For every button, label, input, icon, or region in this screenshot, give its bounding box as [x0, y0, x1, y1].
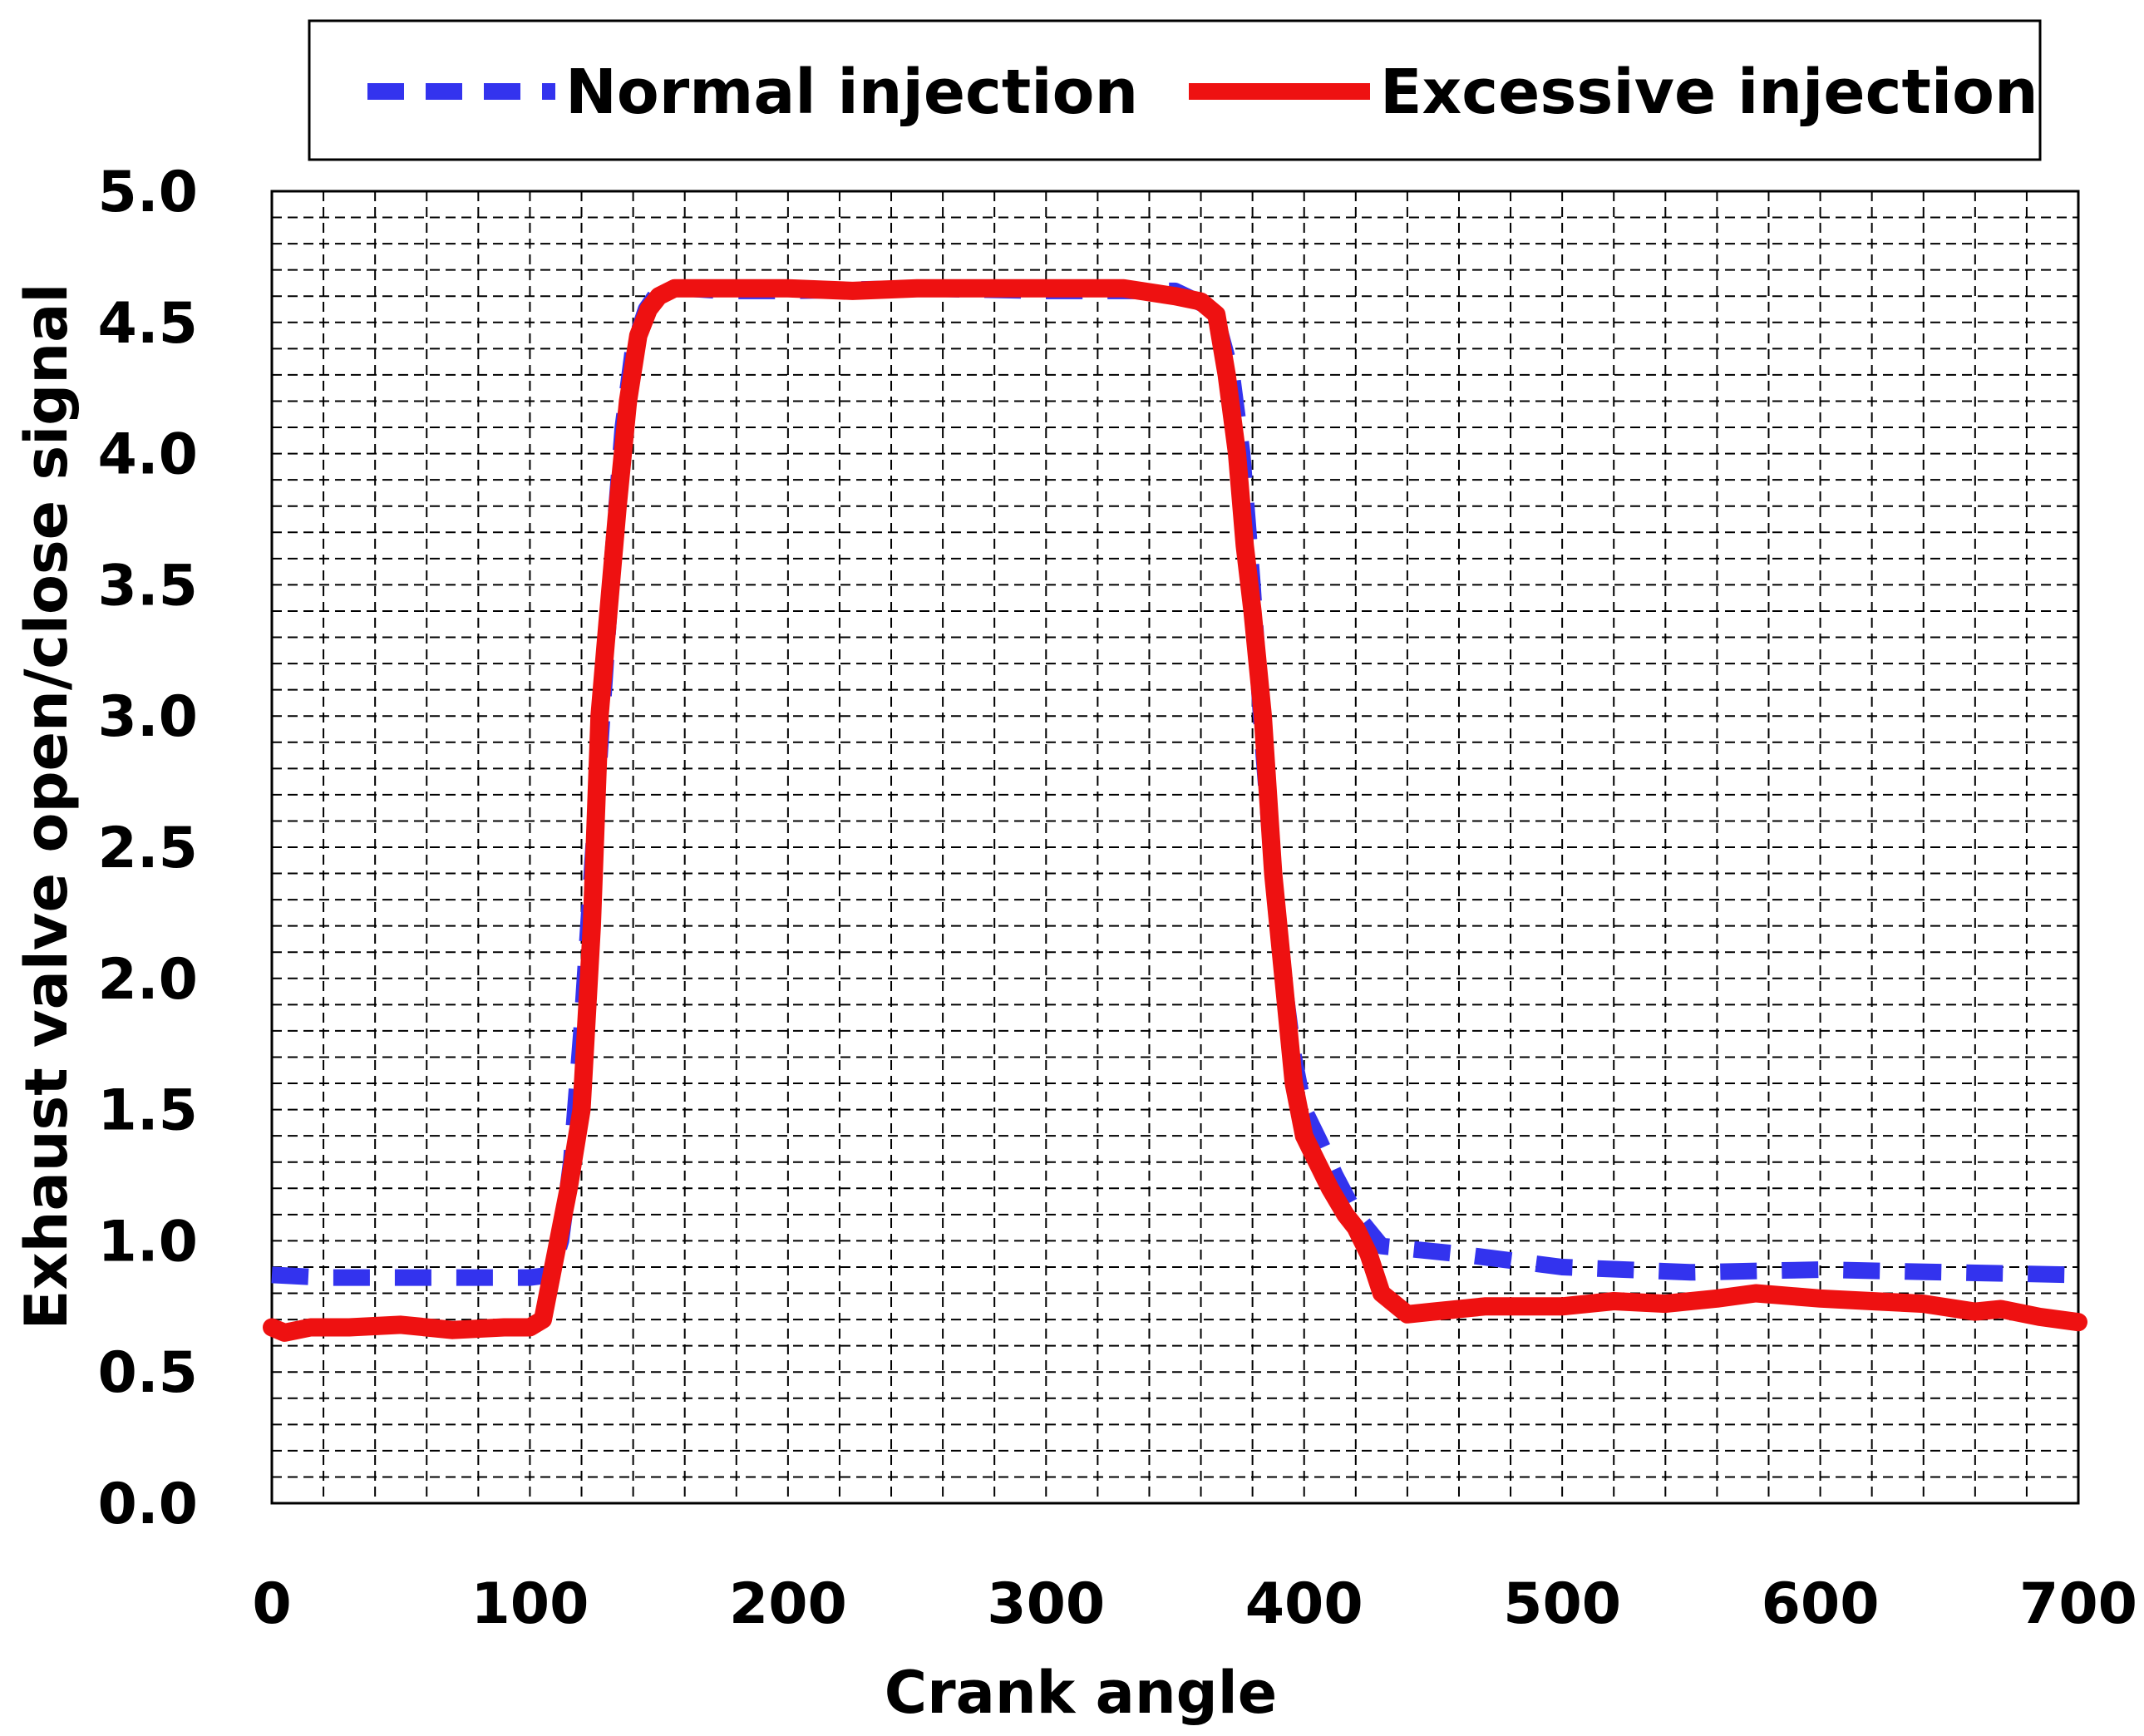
x-tick-label: 0	[252, 1571, 291, 1637]
legend-frame	[308, 19, 2042, 161]
y-tick-label: 3.5	[98, 553, 198, 619]
y-tick-label: 0.5	[98, 1340, 198, 1406]
y-tick-label: 0.0	[98, 1472, 198, 1537]
x-tick-label: 300	[987, 1571, 1105, 1637]
y-tick-label: 5.0	[98, 160, 198, 225]
legend-label-normal-injection: Normal injection	[565, 57, 1138, 128]
series-line-excessive-injection	[263, 279, 2087, 1342]
legend-label-excessive-injection: Excessive injection	[1380, 57, 2038, 128]
y-tick-label: 2.5	[98, 816, 198, 881]
y-tick-label: 1.0	[98, 1209, 198, 1275]
plot-frame	[270, 190, 2080, 1505]
legend: Normal injection Excessive injection	[308, 19, 2042, 161]
y-tick-label: 4.0	[98, 422, 198, 488]
series-layer	[263, 279, 2087, 1342]
x-tick-label: 700	[2019, 1571, 2137, 1637]
x-tick-label: 600	[1762, 1571, 1880, 1637]
x-tick-label: 500	[1503, 1571, 1621, 1637]
y-tick-label: 3.0	[98, 684, 198, 750]
y-tick-label: 4.5	[98, 291, 198, 357]
y-tick-label: 1.5	[98, 1078, 198, 1144]
x-tick-label: 400	[1245, 1571, 1363, 1637]
x-axis-title: Crank angle	[885, 1659, 1278, 1727]
y-tick-label: 2.0	[98, 947, 198, 1013]
y-tick-labels: 0.0 0.5 1.0 1.5 2.0 2.5 3.0 3.5 4.0 4.5 5.0	[98, 160, 198, 1537]
y-axis-title: Exhaust valve open/close signal	[12, 284, 81, 1330]
x-tick-label: 200	[729, 1571, 847, 1637]
x-tick-labels: 0 100 200 300 400 500 600 700	[252, 1571, 2137, 1637]
x-tick-label: 100	[471, 1571, 589, 1637]
